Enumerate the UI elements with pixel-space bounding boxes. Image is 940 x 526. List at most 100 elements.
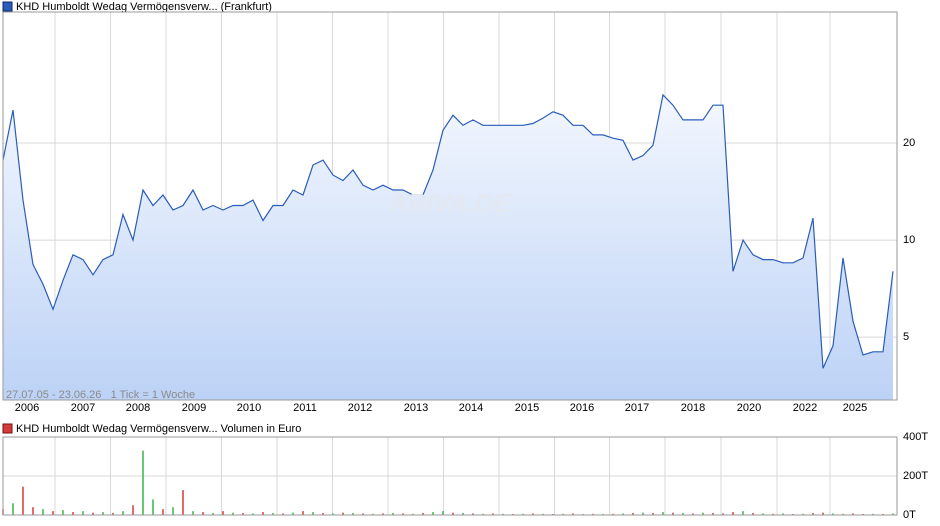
volume-bar bbox=[242, 513, 244, 515]
volume-bar bbox=[542, 513, 544, 515]
x-tick-label: 2018 bbox=[681, 402, 705, 414]
volume-bar bbox=[532, 513, 534, 515]
volume-bar bbox=[152, 499, 154, 515]
x-tick-label: 2014 bbox=[459, 402, 483, 414]
volume-bar bbox=[742, 511, 744, 515]
x-tick-label: 2009 bbox=[182, 402, 206, 414]
volume-bar bbox=[92, 512, 94, 515]
volume-bar bbox=[32, 507, 34, 515]
volume-bar bbox=[62, 510, 64, 515]
legend-label: KHD Humboldt Wedag Vermögensverw... (Fra… bbox=[16, 1, 272, 13]
volume-bar bbox=[562, 513, 564, 515]
volume-bar bbox=[762, 513, 764, 515]
y-tick-label: 20 bbox=[903, 137, 915, 149]
volume-bar bbox=[262, 512, 264, 515]
volume-bar bbox=[282, 513, 284, 515]
volume-bar bbox=[372, 513, 374, 515]
volume-bar bbox=[212, 513, 214, 515]
volume-bar bbox=[422, 513, 424, 515]
volume-bar bbox=[142, 450, 144, 515]
volume-bar bbox=[192, 511, 194, 515]
volume-bar bbox=[522, 513, 524, 515]
volume-bar bbox=[472, 513, 474, 515]
volume-bar bbox=[872, 513, 874, 515]
volume-bar bbox=[102, 512, 104, 515]
volume-bar bbox=[52, 511, 54, 515]
volume-bar bbox=[202, 512, 204, 515]
volume-bar bbox=[432, 512, 434, 515]
volume-bar bbox=[392, 513, 394, 515]
x-tick-label: 2015 bbox=[515, 402, 539, 414]
volume-bar bbox=[622, 513, 624, 515]
x-tick-label: 2011 bbox=[293, 402, 317, 414]
volume-bar bbox=[822, 512, 824, 515]
volume-bar bbox=[382, 513, 384, 515]
volume-bar bbox=[342, 512, 344, 515]
plot-frame bbox=[2, 11, 898, 401]
volume-bar bbox=[402, 513, 404, 515]
volume-bar bbox=[482, 513, 484, 515]
y-tick-label: 200T bbox=[903, 470, 928, 482]
volume-bar bbox=[852, 513, 854, 515]
volume-bar bbox=[252, 513, 254, 515]
volume-bar bbox=[362, 513, 364, 515]
volume-bar bbox=[332, 513, 334, 515]
area bbox=[3, 94, 893, 401]
volume-bar bbox=[712, 513, 714, 515]
volume-bar bbox=[292, 512, 294, 515]
volume-bar bbox=[612, 513, 614, 515]
volume-bar bbox=[692, 513, 694, 515]
volume-bar bbox=[892, 513, 894, 515]
panel bbox=[2, 436, 898, 516]
y-tick-label: 10 bbox=[903, 234, 915, 246]
price-line bbox=[2, 93, 894, 369]
volume-bar bbox=[632, 513, 634, 515]
volume-bar bbox=[462, 513, 464, 515]
range-info: 27.07.05 - 23.06.26 1 Tick = 1 Woche bbox=[6, 389, 195, 401]
legend-swatch bbox=[2, 423, 13, 434]
volume-bar bbox=[442, 511, 444, 515]
volume-bar bbox=[312, 512, 314, 515]
x-tick-label: 2020 bbox=[737, 402, 761, 414]
volume-bar bbox=[492, 513, 494, 515]
x-tick-label: 2016 bbox=[570, 402, 594, 414]
x-tick-label: 2012 bbox=[348, 402, 372, 414]
volume-bar bbox=[592, 513, 594, 515]
volume-bar bbox=[682, 513, 684, 515]
volume-bar bbox=[722, 513, 724, 515]
volume-bar bbox=[112, 513, 114, 515]
volume-bar bbox=[352, 513, 354, 515]
volume-bar bbox=[322, 513, 324, 515]
volume-bar bbox=[222, 511, 224, 515]
volume-bar bbox=[302, 511, 304, 515]
x-tick-label: 2006 bbox=[15, 402, 39, 414]
volume-bar bbox=[662, 512, 664, 515]
volume-bar bbox=[782, 513, 784, 515]
volume-bar bbox=[732, 512, 734, 515]
legend-label: KHD Humboldt Wedag Vermögensverw... Volu… bbox=[16, 423, 301, 435]
volume-bar bbox=[82, 511, 84, 515]
volume-bar bbox=[232, 512, 234, 515]
volume-bar bbox=[12, 503, 14, 515]
volume-bar bbox=[72, 512, 74, 515]
volume-bar bbox=[802, 513, 804, 515]
volume-bar bbox=[132, 505, 134, 515]
x-tick-label: 2022 bbox=[793, 402, 817, 414]
volume-bar bbox=[642, 512, 644, 515]
x-tick-label: 2025 bbox=[843, 402, 867, 414]
x-tick-label: 2010 bbox=[237, 402, 261, 414]
volume-bar bbox=[452, 512, 454, 515]
volume-bar bbox=[832, 513, 834, 515]
y-tick-label: 0T bbox=[903, 509, 916, 521]
volume-bar bbox=[672, 512, 674, 515]
volume-bar bbox=[162, 509, 164, 515]
x-tick-label: 2013 bbox=[404, 402, 428, 414]
x-tick-label: 2017 bbox=[625, 402, 649, 414]
volume-bar bbox=[172, 507, 174, 515]
volume-bar bbox=[42, 509, 44, 515]
y-tick-label: 5 bbox=[903, 331, 909, 343]
volume-bar bbox=[652, 513, 654, 515]
volume-bar bbox=[272, 513, 274, 515]
x-tick-label: 2007 bbox=[71, 402, 95, 414]
